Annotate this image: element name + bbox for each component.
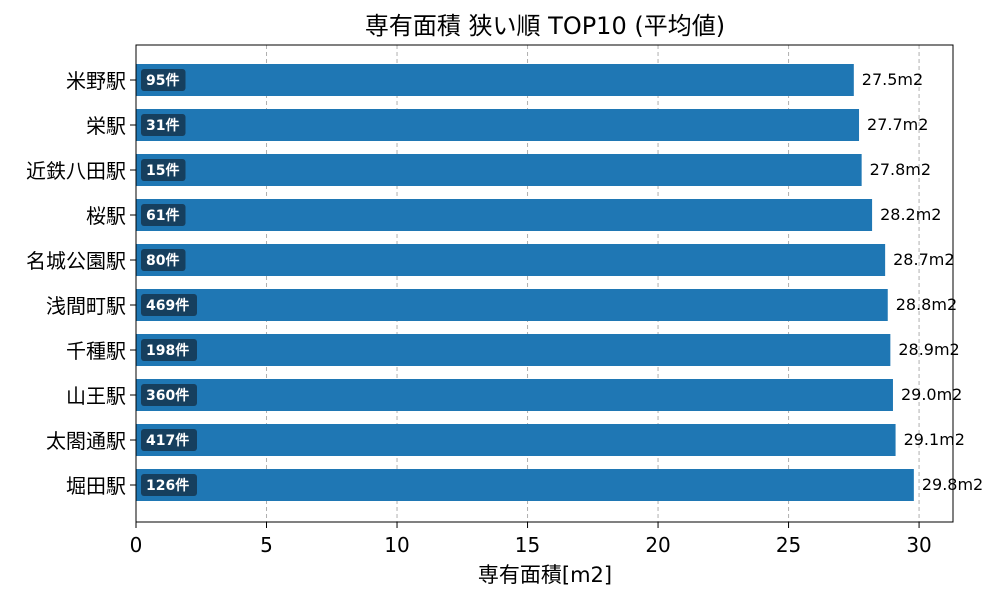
count-label: 95件 [146,72,179,89]
count-label: 15件 [146,162,179,179]
bar [136,334,891,366]
count-label: 417件 [146,432,189,449]
x-tick-label: 5 [260,533,273,557]
x-tick-label: 25 [776,533,801,557]
bar-layer [136,64,914,501]
bar [136,199,873,231]
y-tick-label: 近鉄八田駅 [26,159,126,183]
x-tick-label: 0 [130,533,143,557]
value-label: 28.9m2 [898,340,959,359]
count-label: 126件 [146,477,189,494]
value-label: 29.1m2 [904,430,965,449]
label-layer: 95件 27.5m2 31件 27.7m2 15件 27.8m2 61件 28.2m2 80件 2… [141,69,983,496]
count-label: 469件 [146,297,189,314]
bar [136,469,914,501]
x-tick-label: 20 [645,533,670,557]
x-tick-label: 15 [515,533,540,557]
x-axis-label: 専有面積[m2] [478,563,612,587]
bar [136,244,886,276]
x-axis: 0 5 10 15 20 25 30 [130,522,932,557]
value-label: 28.7m2 [893,250,954,269]
y-tick-label: 栄駅 [86,114,126,138]
bar [136,109,860,141]
bar [136,289,888,321]
x-tick-label: 10 [384,533,409,557]
count-badge [141,249,186,271]
y-tick-label: 堀田駅 [66,474,126,498]
y-tick-label: 桜駅 [86,204,126,228]
plot-frame [135,44,954,523]
value-label: 28.8m2 [896,295,957,314]
count-badge [141,114,186,136]
bar [136,379,893,411]
y-tick-label: 山王駅 [66,384,126,408]
y-tick-label: 名城公園駅 [26,249,126,273]
y-tick-label: 太閤通駅 [46,429,126,453]
count-badge [141,429,197,451]
count-badge [141,69,186,91]
count-label: 61件 [146,207,179,224]
count-label: 80件 [146,252,179,269]
bar [136,424,896,456]
value-label: 28.2m2 [880,205,941,224]
count-badge [141,339,197,361]
value-label: 27.5m2 [862,70,923,89]
count-badge [141,204,186,226]
count-label: 31件 [146,117,179,134]
count-badge [141,294,197,316]
value-label: 27.7m2 [867,115,928,134]
y-tick-label: 米野駅 [66,69,126,93]
value-label: 27.8m2 [870,160,931,179]
chart-title: 専有面積 狭い順 TOP10 (平均値) [365,12,725,40]
count-label: 360件 [146,387,189,404]
x-tick-label: 30 [906,533,931,557]
count-badge [141,384,197,406]
y-tick-label: 千種駅 [66,339,126,363]
bar [136,64,854,96]
count-label: 198件 [146,342,189,359]
value-label: 29.0m2 [901,385,962,404]
y-tick-label: 浅間町駅 [46,294,126,318]
count-badge [141,474,197,496]
bar [136,154,862,186]
count-badge [141,159,186,181]
